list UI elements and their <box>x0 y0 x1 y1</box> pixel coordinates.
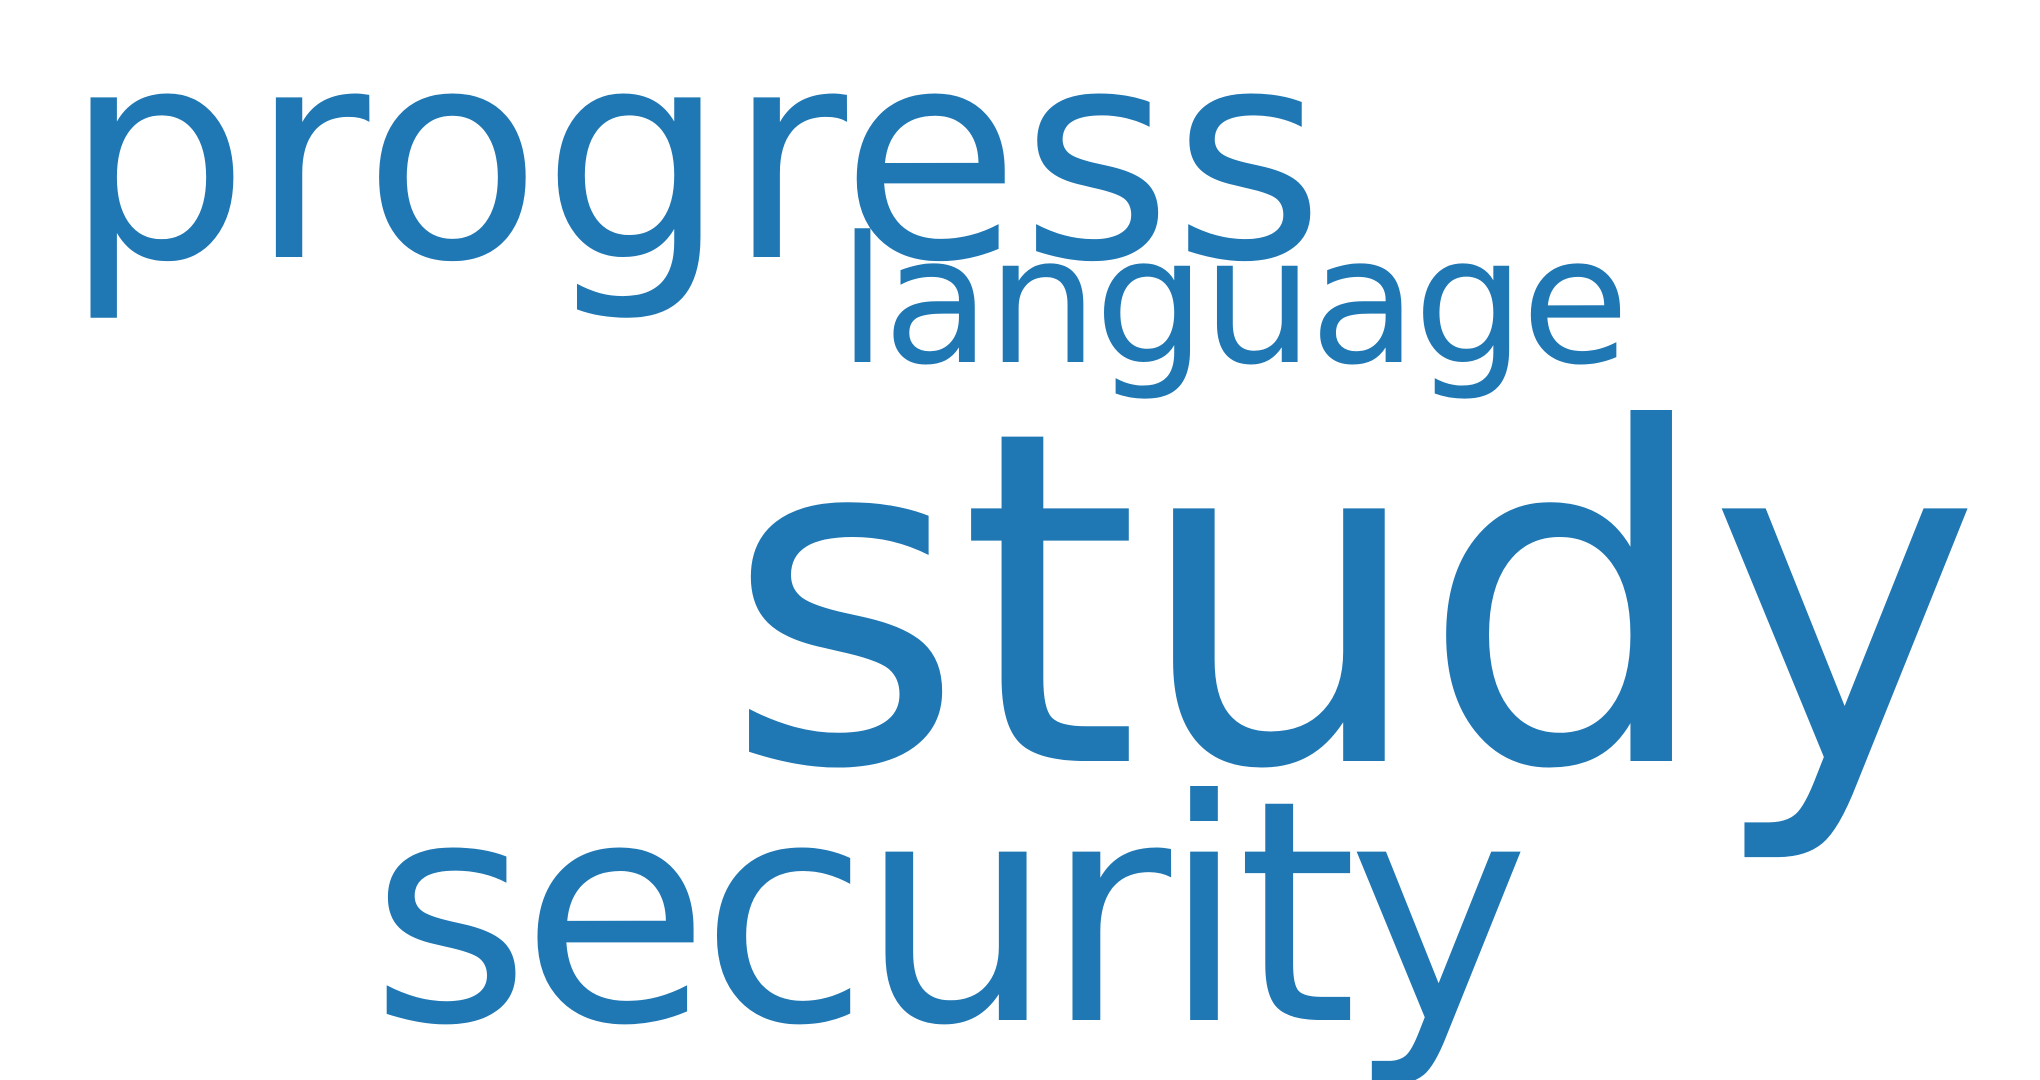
word-language: language <box>838 199 1629 404</box>
word-security: security <box>370 734 1530 1080</box>
word-study: study <box>724 332 1981 870</box>
word-progress: progress <box>64 0 1325 326</box>
